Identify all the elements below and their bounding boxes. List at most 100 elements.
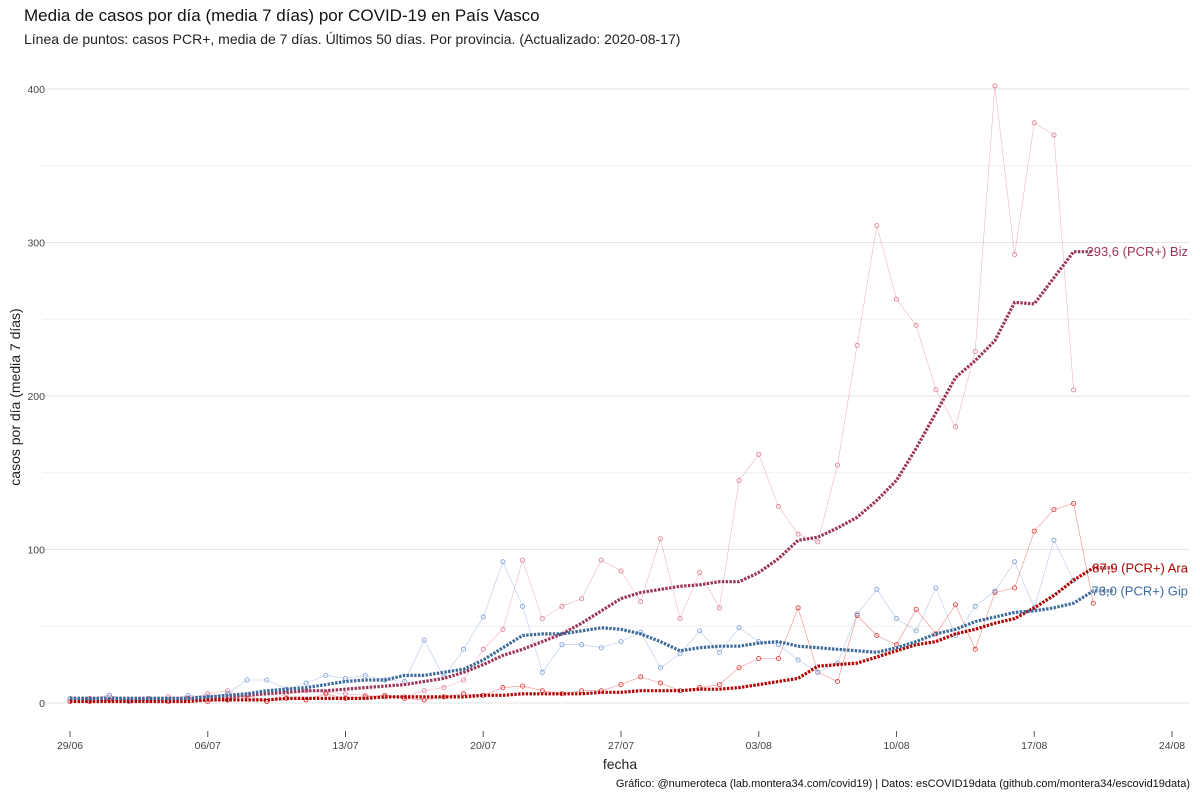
- end-labels-layer: 293,6 (PCR+) Biz 87,9 (PCR+) Ara 73,0 (PCR…: [1086, 244, 1188, 598]
- x-tick-label: 03/08: [746, 740, 772, 752]
- daily-point-biz: [697, 570, 703, 576]
- chart-subtitle: Línea de puntos: casos PCR+, media de 7 …: [24, 31, 681, 47]
- daily-point-gip: [461, 646, 467, 652]
- daily-point-ara: [1012, 585, 1018, 591]
- daily-point-gip: [342, 675, 348, 681]
- daily-point-gip: [539, 669, 545, 675]
- daily-points-layer: [67, 83, 1096, 704]
- daily-point-biz: [520, 557, 526, 563]
- y-axis-label: casos por día (media 7 días): [7, 308, 23, 485]
- daily-point-gip: [913, 628, 919, 634]
- x-tick-label: 17/08: [1021, 740, 1047, 752]
- daily-point-biz: [1012, 252, 1018, 258]
- daily-point-biz: [815, 539, 821, 545]
- end-label-ara: 87,9 (PCR+) Ara: [1092, 560, 1189, 575]
- daily-point-ara: [972, 646, 978, 652]
- daily-point-gip: [520, 603, 526, 609]
- x-tick-label: 24/08: [1159, 740, 1185, 752]
- y-tick-label: 300: [27, 238, 45, 250]
- daily-point-biz: [1031, 120, 1037, 126]
- daily-point-gip: [854, 611, 860, 617]
- daily-point-gip: [874, 586, 880, 592]
- daily-point-ara: [500, 685, 506, 691]
- daily-point-ara: [874, 632, 880, 638]
- daily-point-ara: [756, 655, 762, 661]
- daily-point-ara: [953, 602, 959, 608]
- daily-point-biz: [657, 536, 663, 542]
- daily-point-biz: [992, 83, 998, 89]
- daily-point-gip: [303, 680, 309, 686]
- daily-point-biz: [736, 477, 742, 483]
- daily-point-biz: [775, 504, 781, 510]
- daily-point-biz: [972, 348, 978, 354]
- daily-point-biz: [441, 685, 447, 691]
- daily-point-ara: [1031, 528, 1037, 534]
- daily-point-ara: [913, 606, 919, 612]
- daily-point-gip: [559, 642, 565, 648]
- y-tick-label: 100: [27, 545, 45, 557]
- daily-point-gip: [480, 614, 486, 620]
- daily-point-gip: [579, 642, 585, 648]
- daily-point-biz: [716, 605, 722, 611]
- daily-point-biz: [598, 557, 604, 563]
- daily-point-gip: [815, 669, 821, 675]
- daily-point-biz: [224, 688, 230, 694]
- daily-point-biz: [1071, 387, 1077, 393]
- x-axis-label: fecha: [603, 756, 637, 772]
- daily-line-gip: [69, 539, 1074, 702]
- daily-point-gip: [264, 677, 270, 683]
- daily-point-gip: [244, 677, 250, 683]
- daily-point-biz: [834, 462, 840, 468]
- daily-point-gip: [618, 639, 624, 645]
- daily-point-biz: [559, 603, 565, 609]
- daily-point-biz: [795, 531, 801, 537]
- daily-point-biz: [461, 677, 467, 683]
- average-line-biz: [70, 250, 1094, 701]
- end-label-gip: 73,0 (PCR+) Gip: [1092, 583, 1188, 598]
- daily-point-gip: [697, 628, 703, 634]
- x-tick-label: 20/07: [470, 740, 496, 752]
- chart-caption: Gráfico: @numeroteca (lab.montera34.com/…: [615, 778, 1190, 790]
- x-tick-label: 06/07: [195, 740, 221, 752]
- x-tick-label: 29/06: [57, 740, 83, 752]
- y-tick-label: 200: [27, 391, 45, 403]
- daily-point-ara: [1051, 507, 1057, 513]
- daily-point-biz: [421, 688, 427, 694]
- daily-point-gip: [421, 637, 427, 643]
- daily-point-gip: [500, 559, 506, 565]
- daily-point-ara: [638, 674, 644, 680]
- daily-line-ara: [70, 503, 1094, 702]
- daily-point-biz: [874, 223, 880, 229]
- daily-point-ara: [1090, 600, 1096, 606]
- daily-point-biz: [933, 387, 939, 393]
- daily-point-biz: [894, 296, 900, 302]
- daily-point-ara: [657, 680, 663, 686]
- daily-point-gip: [795, 657, 801, 663]
- daily-point-biz: [618, 568, 624, 574]
- daily-point-gip: [1051, 537, 1057, 543]
- daily-point-ara: [441, 694, 447, 700]
- daily-point-gip: [933, 585, 939, 591]
- daily-point-ara: [854, 613, 860, 619]
- daily-point-biz: [638, 599, 644, 605]
- daily-point-ara: [795, 605, 801, 611]
- average-lines-layer: [70, 250, 1113, 704]
- chart-title: Media de casos por día (media 7 días) po…: [24, 6, 540, 25]
- daily-point-gip: [894, 616, 900, 622]
- daily-point-gip: [775, 642, 781, 648]
- daily-point-gip: [677, 651, 683, 657]
- daily-line-biz: [69, 85, 1074, 702]
- daily-point-gip: [972, 603, 978, 609]
- daily-point-biz: [953, 424, 959, 430]
- daily-point-ara: [579, 688, 585, 694]
- daily-point-ara: [834, 679, 840, 685]
- y-tick-label: 0: [39, 698, 45, 710]
- daily-point-gip: [1031, 605, 1037, 611]
- daily-point-biz: [500, 626, 506, 632]
- daily-point-biz: [756, 451, 762, 457]
- y-tick-label: 400: [27, 84, 45, 96]
- daily-point-gip: [992, 588, 998, 594]
- daily-point-ara: [736, 665, 742, 671]
- daily-point-biz: [362, 692, 368, 698]
